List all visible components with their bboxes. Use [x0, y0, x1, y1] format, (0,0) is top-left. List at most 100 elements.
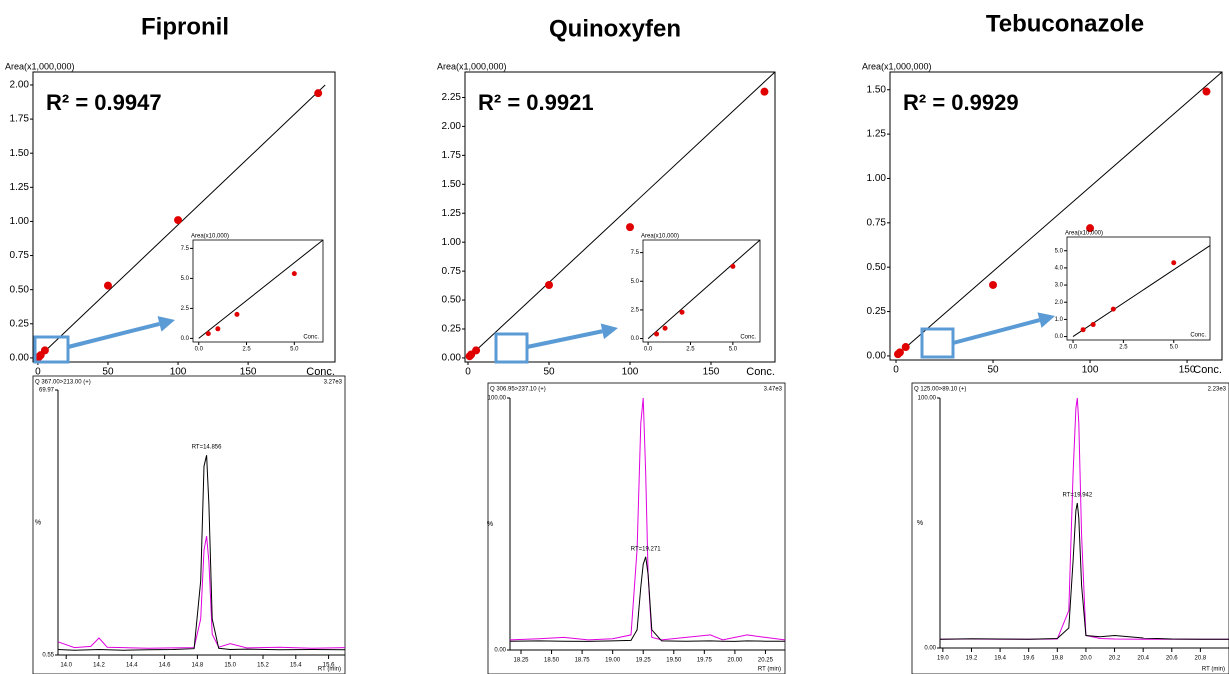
x-tick-label: 2.5 [242, 347, 251, 353]
y-tick-label: 0.75 [10, 250, 30, 261]
data-point [626, 223, 635, 232]
y-tick-label: 1.00 [10, 216, 30, 227]
x-tick-label: 150 [240, 367, 257, 378]
data-point [1086, 224, 1095, 233]
x-axis-label: Conc. [1190, 333, 1206, 339]
x-tick-label: 20.6 [1166, 656, 1178, 662]
x-tick-label: 15.4 [290, 663, 302, 669]
x-tick-label: 100 [622, 367, 639, 378]
x-tick-label: 50 [543, 367, 555, 378]
y-axis-label: Area(x10,000) [191, 234, 229, 240]
y-tick-label: 7.5 [631, 250, 640, 256]
zoom-arrow [952, 318, 1041, 345]
x-tick-label: 20.0 [1080, 656, 1092, 662]
channel-header: Q 125.00>89.10 (+) [914, 387, 966, 393]
intensity: 3.27e3 [324, 380, 343, 386]
data-point [760, 87, 769, 96]
data-point [545, 281, 554, 290]
y-tick-label: 2.5 [181, 306, 190, 312]
y-tick-label: 0.0 [631, 336, 640, 342]
y-tick-label: 5.0 [631, 279, 640, 285]
y-tick-label: 0.00 [867, 351, 887, 362]
y-tick-label: 100.00 [918, 396, 937, 402]
chromatogram-frame [487, 382, 786, 674]
trace [939, 502, 1229, 640]
peak-label: RT=19.271 [631, 546, 661, 552]
x-tick-label: 19.50 [666, 658, 682, 664]
y-tick-label: 0.00 [494, 648, 506, 654]
data-point [234, 311, 240, 317]
fit-line [647, 239, 761, 339]
x-tick-label: 14.8 [192, 663, 204, 669]
channel-header: Q 306.95>237.10 (+) [490, 387, 546, 393]
x-tick-label: 50 [102, 367, 114, 378]
y-tick-label: 1.50 [867, 84, 887, 95]
data-point [989, 280, 998, 289]
y-tick-label: 2.5 [631, 307, 640, 313]
y-axis-label: % [487, 521, 493, 528]
x-tick-label: 14.4 [126, 663, 138, 669]
y-tick-label: 0.50 [10, 284, 30, 295]
data-point [205, 331, 211, 337]
data-point [679, 309, 685, 315]
x-tick-label: 150 [703, 367, 720, 378]
x-tick-label: 19.6 [1023, 656, 1035, 662]
y-tick-label: 5.0 [181, 276, 190, 282]
fit-line [467, 71, 776, 359]
y-tick-label: 0.00 [442, 353, 462, 364]
data-point [103, 281, 112, 290]
zoom-box [494, 332, 529, 364]
r-squared: R² = 0.9921 [478, 90, 594, 115]
y-axis-label: % [917, 520, 923, 527]
y-tick-label: 2.00 [442, 121, 462, 132]
y-tick-label: 0.55 [42, 653, 54, 659]
inset-frame [1066, 236, 1211, 341]
y-tick-label: 4.0 [1055, 265, 1064, 271]
y-tick-label: 0.0 [1055, 334, 1064, 340]
x-tick-label: 14.2 [93, 663, 105, 669]
y-axis-label: Area(x1,000,000) [437, 61, 507, 71]
x-tick-label: 2.5 [686, 347, 695, 353]
y-tick-label: 100.00 [488, 396, 507, 402]
x-tick-label: 0 [35, 367, 41, 378]
x-tick-label: 18.75 [575, 658, 591, 664]
x-tick-label: 19.75 [697, 658, 713, 664]
y-tick-label: 0.25 [10, 318, 30, 329]
y-axis-label: % [35, 519, 41, 526]
x-tick-label: 14.0 [60, 663, 72, 669]
x-tick-label: 19.8 [1051, 656, 1063, 662]
y-tick-label: 0.25 [442, 324, 462, 335]
y-tick-label: 1.0 [1055, 317, 1064, 323]
x-axis-label: Conc. [303, 335, 319, 341]
y-tick-label: 0.50 [442, 295, 462, 306]
peak-label: RT=19.942 [1062, 493, 1092, 499]
zoom-arrow [67, 321, 160, 349]
x-tick-label: 2.5 [1119, 345, 1128, 351]
y-tick-label: 0.00 [10, 353, 30, 364]
fit-line [1072, 245, 1211, 338]
x-tick-label: 19.0 [937, 656, 949, 662]
x-axis-label: RT (min) [1202, 667, 1225, 673]
panel-title: Quinoxyfen [549, 15, 681, 42]
x-axis-label: Conc. [740, 335, 756, 341]
x-tick-label: 15.2 [257, 663, 269, 669]
chromatogram-frame [911, 382, 1229, 674]
trace [57, 536, 346, 649]
y-tick-label: 3.0 [1055, 283, 1064, 289]
zoom-box [33, 335, 70, 364]
y-tick-label: 2.00 [10, 80, 30, 91]
data-point [895, 348, 904, 357]
x-tick-label: 0.0 [1069, 345, 1078, 351]
zoom-arrow [526, 329, 603, 349]
y-tick-label: 1.75 [10, 114, 30, 125]
data-point [1171, 260, 1177, 266]
x-axis-label: RT (min) [318, 667, 341, 673]
fit-line [895, 71, 1223, 357]
x-tick-label: 14.6 [159, 663, 171, 669]
data-point [662, 325, 668, 331]
r-squared: R² = 0.9947 [46, 90, 162, 115]
x-tick-label: 150 [1179, 365, 1196, 376]
x-axis-label: Conc. [746, 366, 775, 378]
x-tick-label: 15.6 [323, 663, 335, 669]
fit-line [198, 239, 324, 339]
